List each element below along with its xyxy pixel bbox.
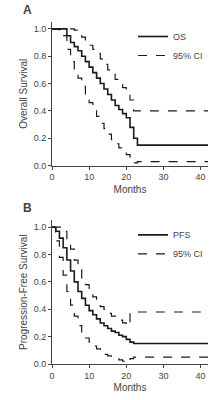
svg-text:0.0: 0.0 bbox=[34, 161, 47, 171]
svg-text:30: 30 bbox=[158, 172, 168, 182]
svg-text:0: 0 bbox=[49, 371, 54, 381]
svg-text:0.8: 0.8 bbox=[34, 250, 47, 260]
svg-text:OS: OS bbox=[173, 32, 186, 42]
svg-text:0.6: 0.6 bbox=[34, 277, 47, 287]
svg-text:95% CI: 95% CI bbox=[173, 51, 203, 61]
svg-text:Months: Months bbox=[114, 184, 147, 195]
svg-text:1.0: 1.0 bbox=[34, 24, 47, 34]
svg-text:20: 20 bbox=[121, 172, 131, 182]
svg-text:0.0: 0.0 bbox=[34, 359, 47, 369]
svg-text:A: A bbox=[23, 3, 32, 17]
svg-text:Months: Months bbox=[114, 382, 147, 393]
svg-text:0.6: 0.6 bbox=[34, 79, 47, 89]
svg-text:0.4: 0.4 bbox=[34, 106, 47, 116]
svg-text:0.2: 0.2 bbox=[34, 332, 47, 342]
svg-text:B: B bbox=[23, 201, 32, 215]
svg-text:Progression-Free Survival: Progression-Free Survival bbox=[18, 234, 29, 350]
svg-text:1.0: 1.0 bbox=[34, 222, 47, 232]
svg-text:40: 40 bbox=[196, 371, 206, 381]
svg-text:0.2: 0.2 bbox=[34, 133, 47, 143]
svg-text:40: 40 bbox=[196, 172, 206, 182]
svg-text:0: 0 bbox=[49, 172, 54, 182]
svg-text:0.8: 0.8 bbox=[34, 51, 47, 61]
svg-text:10: 10 bbox=[84, 172, 94, 182]
svg-text:0.4: 0.4 bbox=[34, 304, 47, 314]
svg-text:Overall Survival: Overall Survival bbox=[18, 59, 29, 129]
svg-text:PFS: PFS bbox=[173, 230, 191, 240]
svg-text:20: 20 bbox=[121, 371, 131, 381]
svg-text:30: 30 bbox=[158, 371, 168, 381]
svg-text:10: 10 bbox=[84, 371, 94, 381]
svg-text:95% CI: 95% CI bbox=[173, 249, 203, 259]
